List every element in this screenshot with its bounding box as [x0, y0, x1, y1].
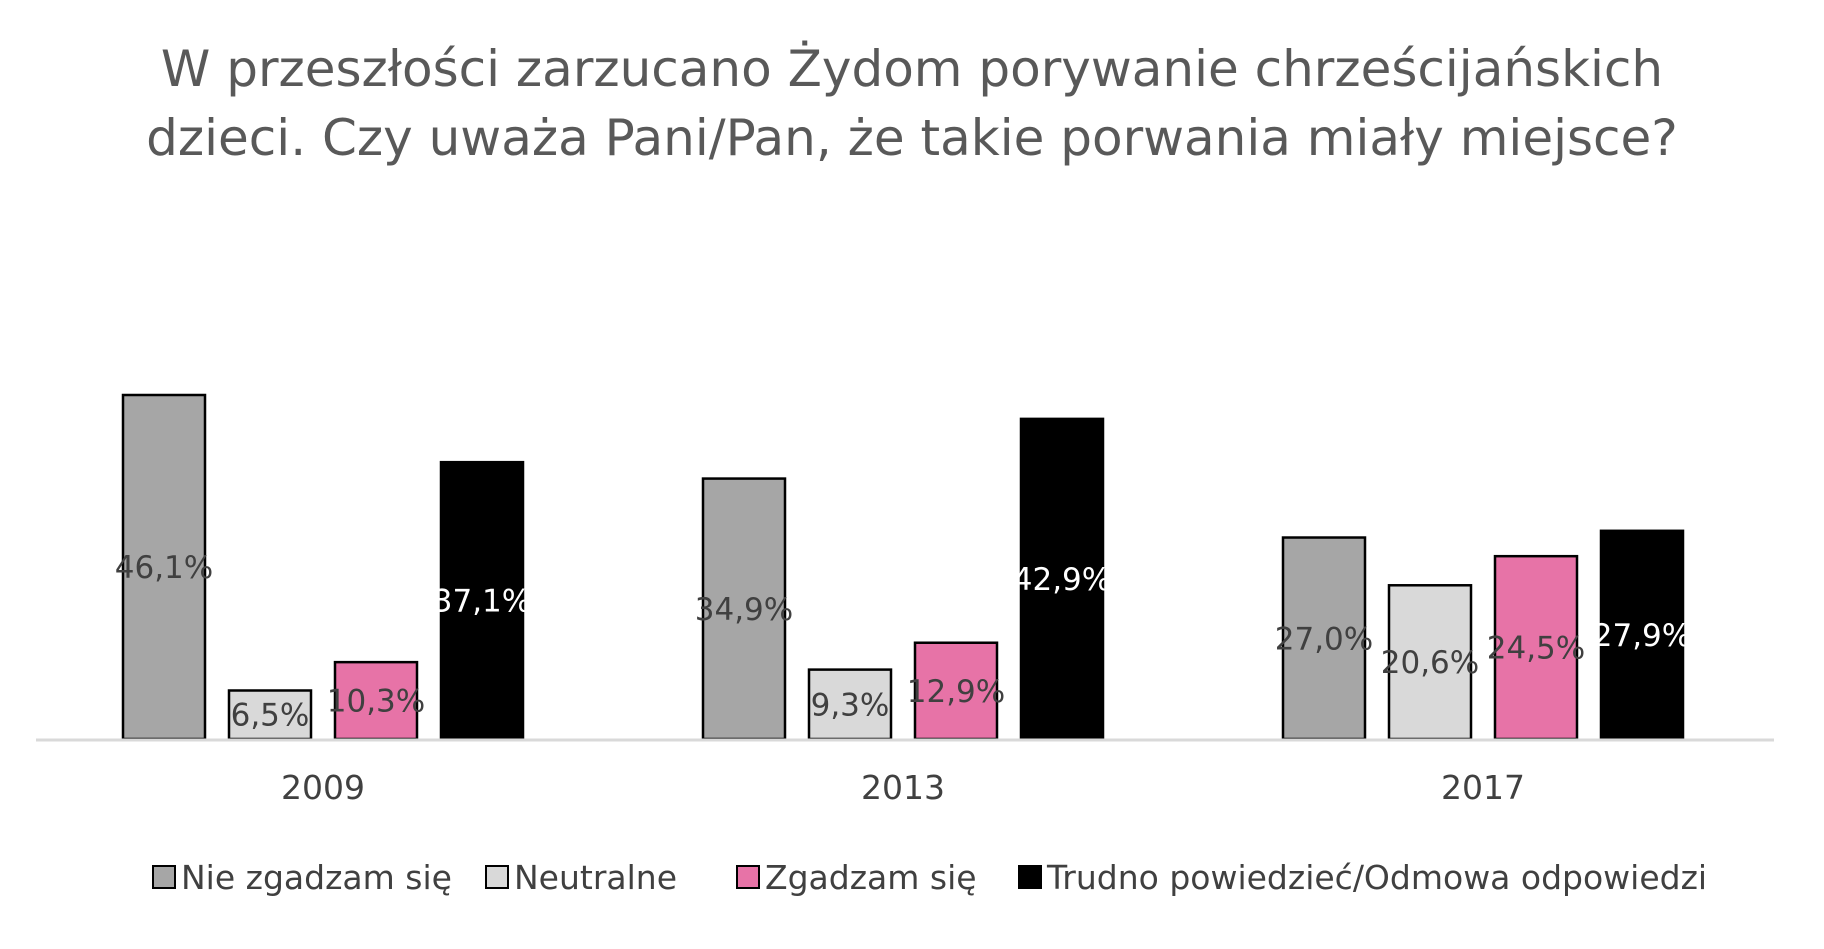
- data-label-2009-series-1: 6,5%: [231, 698, 310, 734]
- data-label-2013-series-3: 42,9%: [1013, 562, 1111, 598]
- chart-title-line-2: dzieci. Czy uważa Pani/Pan, że takie por…: [146, 109, 1678, 167]
- x-tick-label-2013: 2013: [861, 768, 945, 807]
- data-label-2017-series-1: 20,6%: [1381, 645, 1479, 681]
- legend-swatch-series-2: [736, 865, 760, 889]
- data-label-2017-series-3: 27,9%: [1593, 618, 1691, 654]
- legend: Nie zgadzam się Neutralne Zgadzam się Trudn…: [152, 858, 1707, 897]
- data-label-2017-series-0: 27,0%: [1275, 621, 1373, 657]
- chart-title-line-1: W przeszłości zarzucano Żydom porywanie …: [161, 40, 1663, 98]
- legend-swatch-series-0: [152, 865, 176, 889]
- x-tick-label-2009: 2009: [281, 768, 365, 807]
- bar-2017-series-3: [1599, 529, 1685, 741]
- data-labels-group: 46,1% 6,5% 10,3% 37,1% 34,9% 9,3% 12,9% 42,9% 27…: [115, 550, 1691, 734]
- bar-2009-series-0: [121, 393, 207, 741]
- bar-2017-series-1: [1387, 584, 1473, 741]
- legend-swatch-series-1: [485, 865, 509, 889]
- x-tick-label-2017: 2017: [1441, 768, 1525, 807]
- bar-2009-series-3: [439, 460, 525, 741]
- data-label-2013-series-1: 9,3%: [811, 687, 890, 723]
- data-label-2017-series-2: 24,5%: [1487, 631, 1585, 667]
- bars-group: [121, 393, 1685, 741]
- bar-2013-series-3: [1019, 417, 1105, 741]
- legend-label-series-0: Nie zgadzam się: [181, 858, 452, 897]
- bar-2013-series-1: [807, 668, 893, 741]
- legend-swatch-series-3: [1018, 865, 1042, 889]
- data-label-2009-series-3: 37,1%: [433, 584, 531, 620]
- legend-label-series-3: Trudno powiedzieć/Odmowa odpowiedzi: [1046, 858, 1707, 897]
- legend-label-series-2: Zgadzam się: [765, 858, 977, 897]
- category-labels-group: 2009 2013 2017: [281, 768, 1525, 807]
- data-label-2009-series-2: 10,3%: [327, 684, 425, 720]
- data-label-2013-series-0: 34,9%: [695, 592, 793, 628]
- data-label-2013-series-2: 12,9%: [907, 674, 1005, 710]
- data-label-2009-series-0: 46,1%: [115, 550, 213, 586]
- bar-2017-series-2: [1493, 554, 1579, 741]
- legend-label-series-1: Neutralne: [514, 858, 677, 897]
